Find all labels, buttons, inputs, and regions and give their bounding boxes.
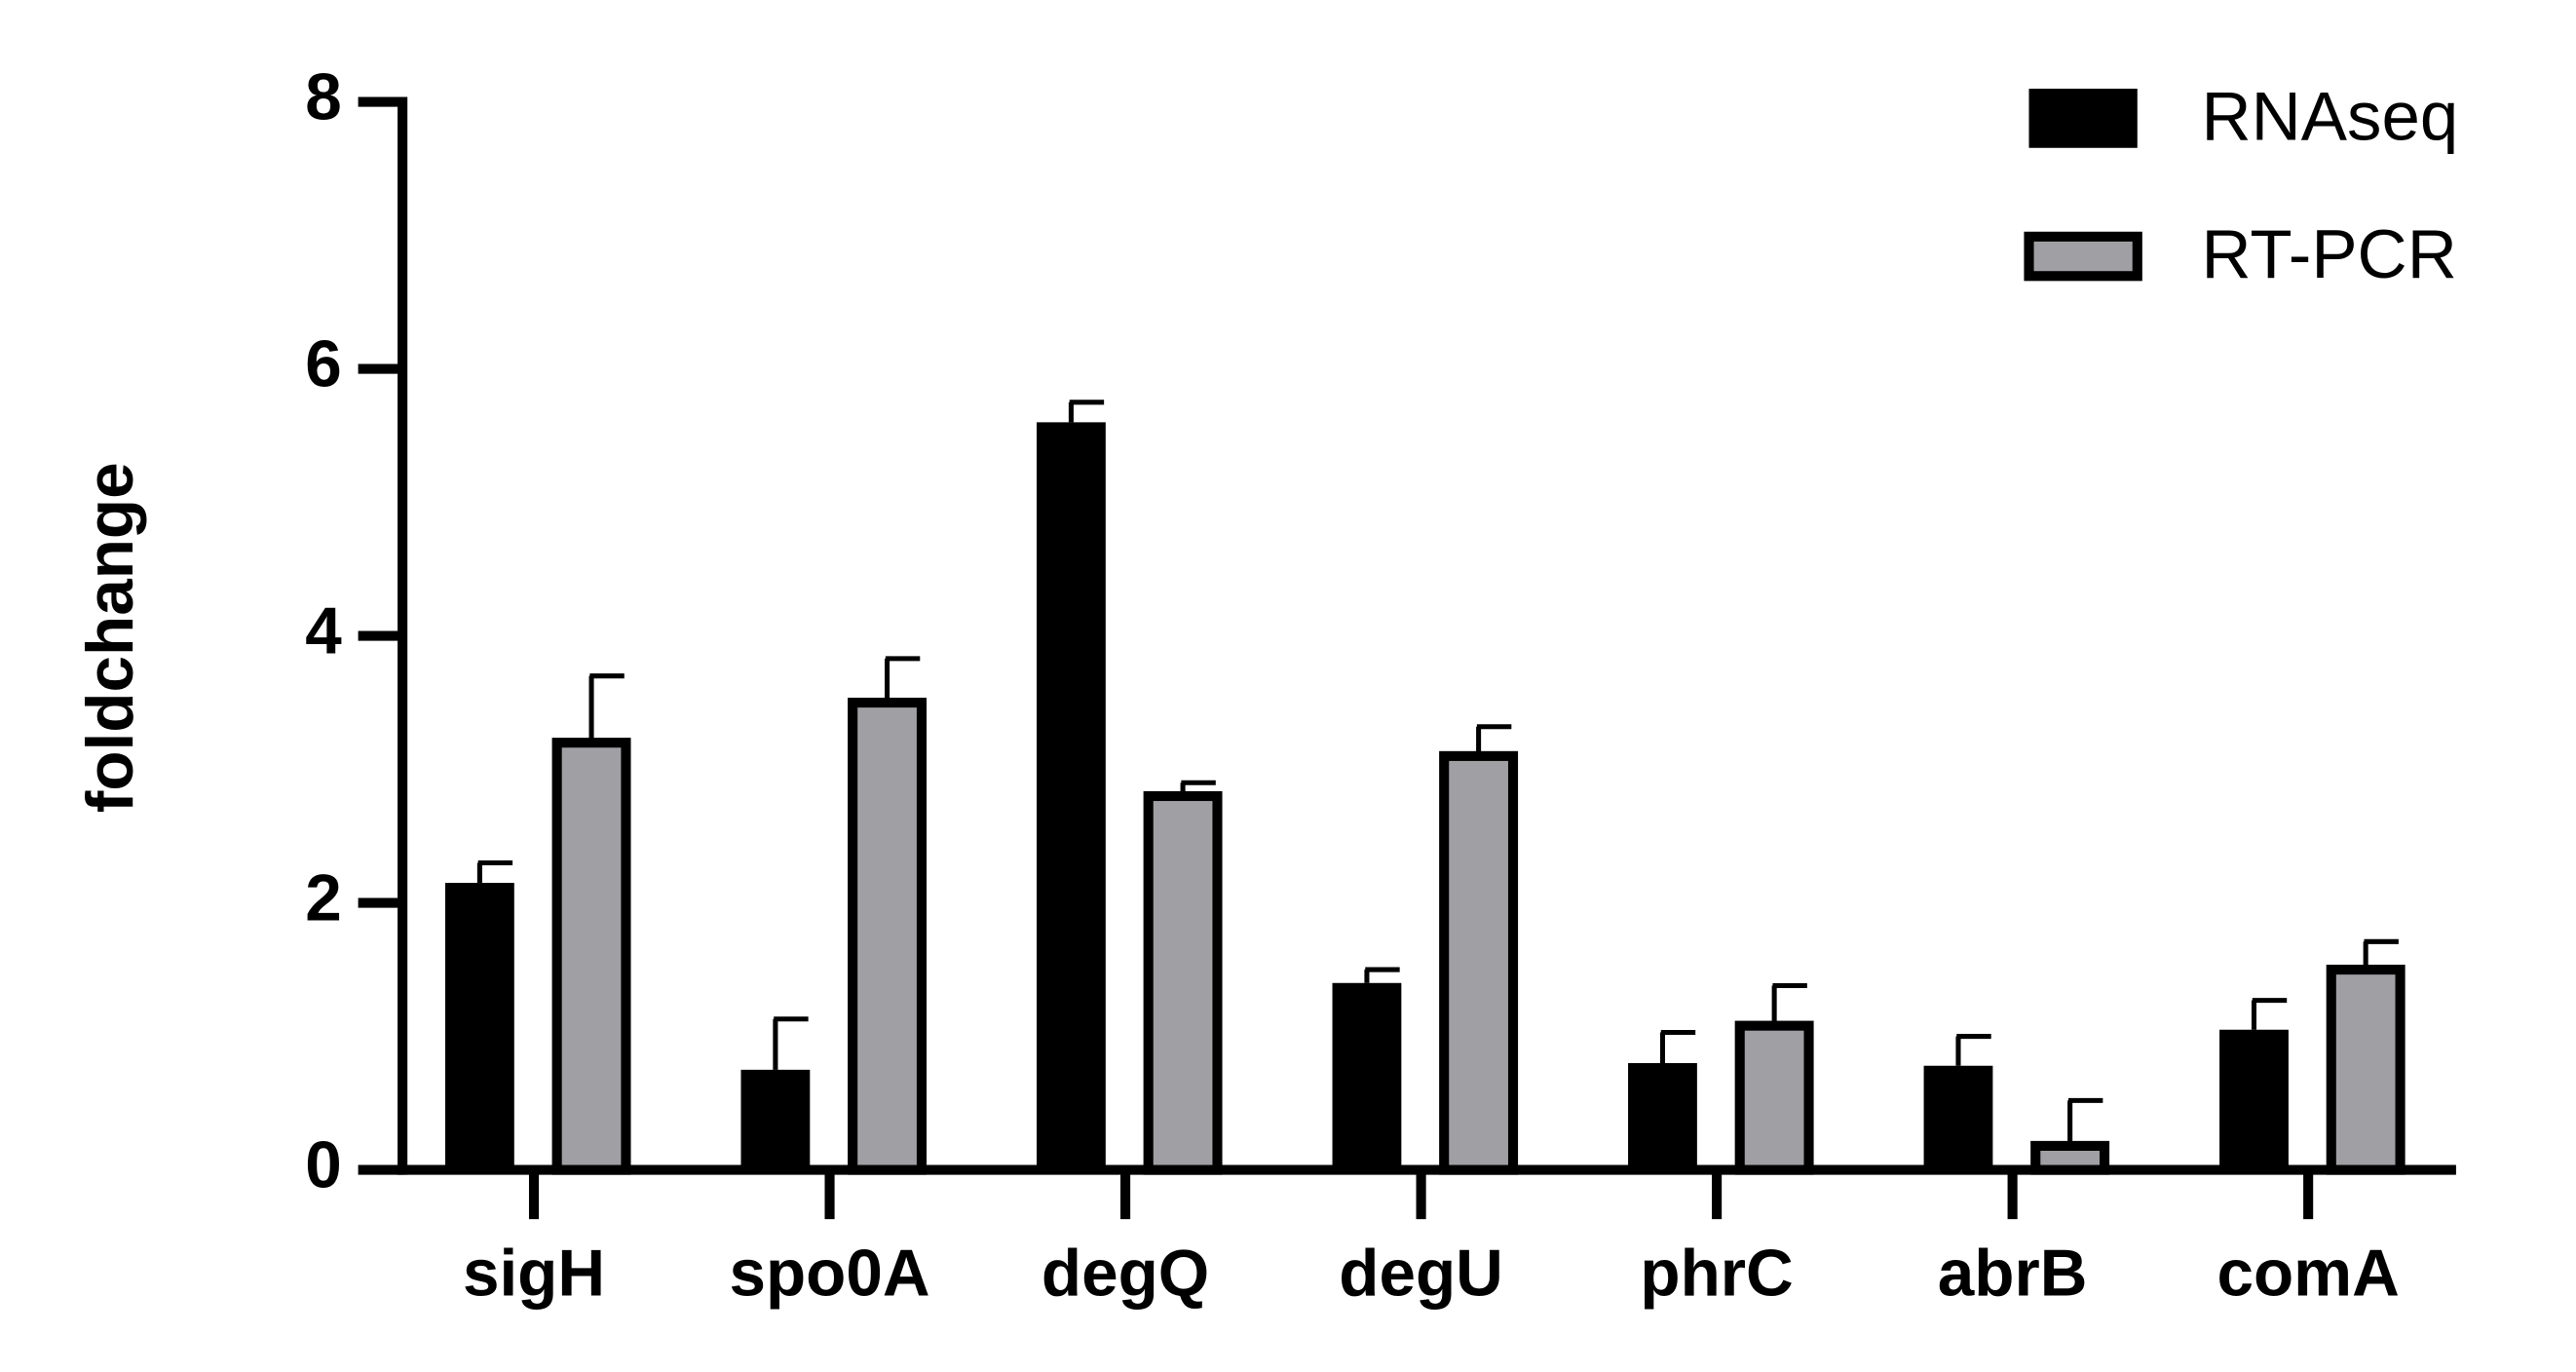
bar <box>740 1069 811 1170</box>
x-tick-label: phrC <box>1640 1238 1793 1311</box>
y-tick-label: 4 <box>305 594 342 667</box>
y-tick-label: 0 <box>305 1128 342 1201</box>
legend-swatch <box>2024 231 2142 282</box>
y-tick-label: 6 <box>305 327 342 400</box>
y-tick-label: 8 <box>305 60 342 133</box>
bar <box>1143 790 1223 1175</box>
x-tick-label: degQ <box>1042 1238 1209 1311</box>
x-tick-label: abrB <box>1938 1238 2088 1311</box>
bar <box>1923 1065 1993 1170</box>
x-tick-label: spo0A <box>729 1238 929 1311</box>
x-tick-label: comA <box>2216 1238 2399 1311</box>
bar <box>1628 1062 1697 1170</box>
bar <box>1037 422 1106 1170</box>
bar <box>1439 750 1519 1175</box>
bar <box>848 698 928 1175</box>
y-tick-label: 2 <box>305 861 342 934</box>
bar <box>1332 982 1402 1170</box>
x-tick-label: sigH <box>463 1238 605 1311</box>
bar <box>2030 1140 2110 1175</box>
y-axis-label: foldchange <box>74 462 147 813</box>
bar <box>2219 1029 2289 1170</box>
bar <box>444 883 514 1170</box>
legend-swatch <box>2028 89 2138 148</box>
legend-label: RT-PCR <box>2202 216 2457 293</box>
bar <box>551 738 631 1175</box>
legend-label: RNAseq <box>2202 78 2459 155</box>
bar <box>2326 965 2406 1175</box>
x-tick-label: degU <box>1339 1238 1503 1311</box>
bar <box>1734 1020 1814 1175</box>
